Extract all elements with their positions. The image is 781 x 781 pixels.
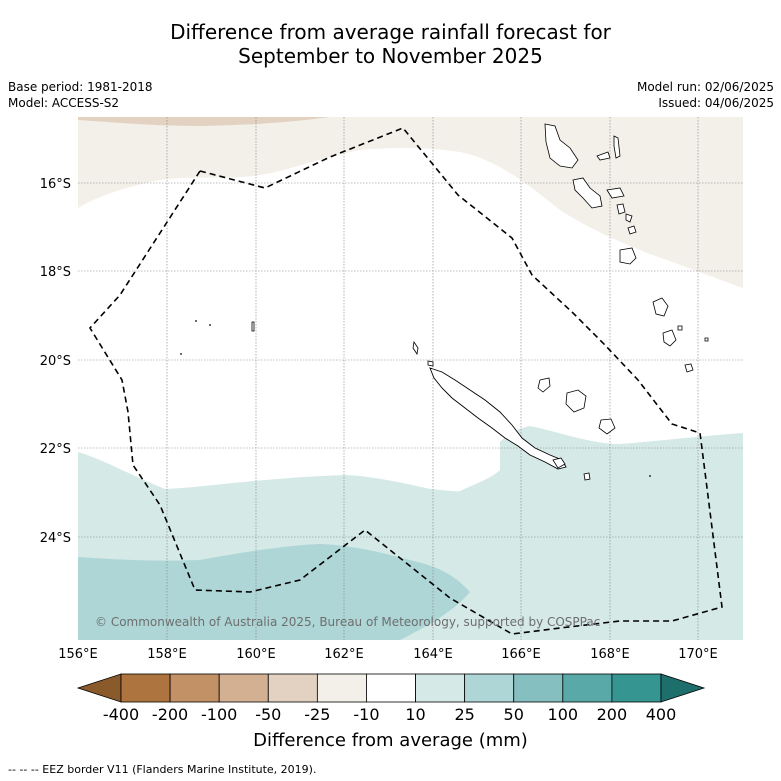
tanna-island (662, 329, 677, 347)
chesterfield-islet (251, 321, 255, 332)
colorbar-box (513, 673, 564, 703)
wet-region-25 (78, 544, 470, 640)
colorbar-tick-label: -200 (152, 705, 188, 724)
lon-label-162e: 162°E (324, 647, 364, 662)
new-caledonia-island (429, 367, 567, 470)
colorbar-tick-label: 50 (504, 705, 524, 724)
hunter-dot (649, 475, 651, 477)
aniwa-islet (677, 325, 683, 331)
colorbar-tick-label: 25 (454, 705, 474, 724)
colorbar-box (366, 673, 416, 703)
lat-label-16s: 16°S (40, 177, 71, 192)
dry-region-100 (78, 117, 330, 126)
map-title-line2: September to November 2025 (238, 44, 543, 68)
map-title-line1: Difference from average rainfall forecas… (170, 20, 611, 44)
colorbar-box (169, 673, 220, 703)
lat-label-22s: 22°S (40, 442, 71, 457)
lon-label-164e: 164°E (413, 647, 453, 662)
isle-of-pines (552, 457, 566, 469)
futuna-islet (704, 337, 709, 342)
eez-border (89, 127, 723, 635)
colorbar-box (267, 673, 318, 703)
belep-islands (412, 340, 419, 356)
colorbar-box (120, 673, 171, 703)
lat-label-18s: 18°S (40, 265, 71, 280)
colorbar-box (415, 673, 466, 703)
copyright-notice: © Commonwealth of Australia 2025, Bureau… (95, 615, 600, 629)
lon-label-168e: 168°E (590, 647, 630, 662)
erromango-island (652, 297, 669, 317)
lifou-island (565, 389, 587, 413)
colorbar-tick-label: -400 (103, 705, 139, 724)
lon-label-166e: 166°E (501, 647, 541, 662)
mare-island (598, 418, 616, 435)
northern-islet (427, 360, 434, 367)
chesterfield-dot-2 (209, 324, 211, 326)
lat-label-20s: 20°S (40, 354, 71, 369)
graticule (78, 117, 743, 640)
colorbar-tick-label: 200 (597, 705, 628, 724)
base-period: Base period: 1981-2018 (8, 80, 153, 94)
aneityum-island (684, 363, 694, 373)
colorbar-tick-label: 100 (548, 705, 579, 724)
eez-footnote: -- -- -- EEZ border V11 (Flanders Marine… (8, 763, 317, 776)
lon-label-160e: 160°E (236, 647, 276, 662)
efate-island (619, 247, 637, 265)
chesterfield-dot-1 (195, 320, 197, 322)
maewo-island (613, 135, 621, 159)
colorbar-tick-label: -50 (255, 705, 281, 724)
colorbar-tick-label: -10 (353, 705, 379, 724)
ouvea-island (537, 377, 551, 393)
small-vanuatu-islet (627, 225, 637, 235)
map-panel: © Commonwealth of Australia 2025, Bureau… (78, 117, 743, 640)
ambrym-island (606, 187, 625, 199)
colorbar-box (611, 673, 662, 703)
issued-date: Issued: 04/06/2025 (658, 96, 774, 110)
shepherd-islands (625, 213, 633, 223)
espiritu-santo-island (544, 123, 579, 169)
colorbar-tick-label: -100 (201, 705, 237, 724)
lat-label-24s: 24°S (40, 531, 71, 546)
colorbar-box (562, 673, 613, 703)
ambae-island (596, 151, 611, 161)
colorbar-extend-low (76, 673, 122, 703)
colorbar-extend-high (660, 673, 706, 703)
lon-label-170e: 170°E (678, 647, 718, 662)
epi-island (616, 203, 626, 215)
colorbar-box (464, 673, 515, 703)
lon-label-158e: 158°E (147, 647, 187, 662)
colorbar-tick-label: 10 (405, 705, 425, 724)
colorbar: -400 -200 -100 -50 -25 -10 10 25 50 100 200 400 (76, 673, 706, 724)
walpole-island (583, 472, 591, 481)
colorbar-box (316, 673, 367, 703)
colorbar-box (218, 673, 269, 703)
colorbar-title: Difference from average (mm) (253, 730, 528, 751)
malekula-island (572, 177, 603, 209)
colorbar-tick-label: 400 (646, 705, 677, 724)
lon-label-156e: 156°E (58, 647, 98, 662)
colorbar-tick-label: -25 (304, 705, 330, 724)
bellona-dot (180, 353, 182, 355)
model-run: Model run: 02/06/2025 (636, 80, 774, 94)
model-name: Model: ACCESS-S2 (8, 96, 120, 110)
